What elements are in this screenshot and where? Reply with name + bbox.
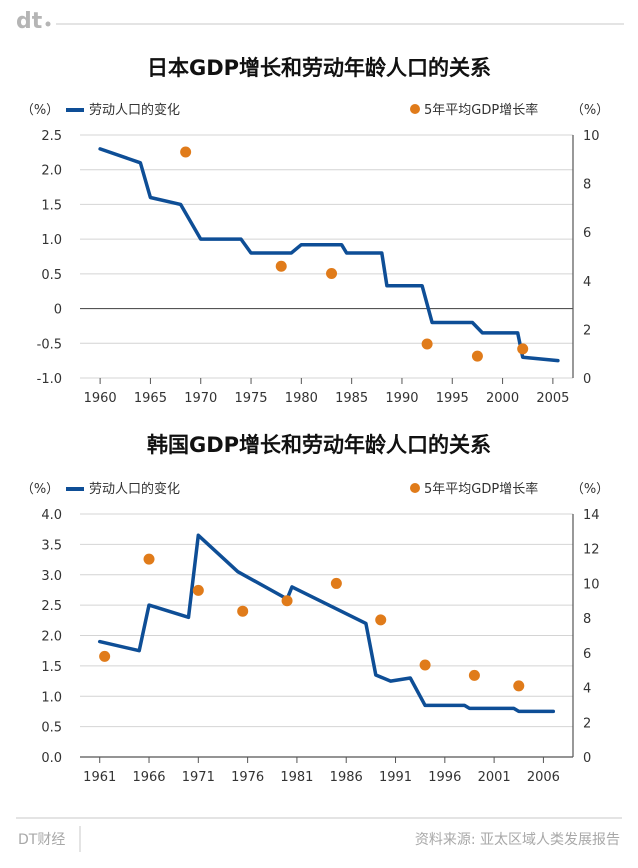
y-left-tick-label: -1.0 <box>37 372 62 387</box>
x-tick-label: 2000 <box>486 391 519 406</box>
y-right-tick-label: 6 <box>583 226 591 241</box>
x-tick-label: 2001 <box>478 770 511 785</box>
gdp-growth-point <box>326 268 338 280</box>
left-unit: （%） <box>21 482 59 497</box>
x-tick-label: 1975 <box>234 391 267 406</box>
logo: dt <box>16 9 43 34</box>
x-tick-label: 1981 <box>280 770 313 785</box>
x-tick-label: 1965 <box>134 391 167 406</box>
footer: DT财经 资料来源: 亚太区域人类发展报告 <box>16 817 622 852</box>
y-right-tick-label: 0 <box>583 372 591 387</box>
y-right-tick-label: 4 <box>583 682 591 697</box>
y-left-tick-label: 3.5 <box>41 538 62 553</box>
gdp-growth-point <box>421 338 433 350</box>
y-left-tick-label: 2.0 <box>41 630 62 645</box>
left-unit: （%） <box>21 103 59 118</box>
y-right-tick-label: 0 <box>583 751 591 766</box>
x-tick-label: 1980 <box>285 391 318 406</box>
y-right-tick-label: 4 <box>583 275 591 290</box>
y-right-tick-label: 8 <box>583 612 591 627</box>
gdp-growth-point <box>517 343 529 355</box>
y-right-tick-label: 14 <box>583 508 600 523</box>
y-left-tick-label: 1.5 <box>41 198 62 213</box>
legend-line-label: 劳动人口的变化 <box>89 481 180 497</box>
legend-dot-label: 5年平均GDP增长率 <box>424 481 538 497</box>
gdp-growth-point <box>275 260 287 272</box>
legend-dot-label: 5年平均GDP增长率 <box>424 102 538 118</box>
x-tick-label: 1996 <box>428 770 461 785</box>
y-left-tick-label: 0.5 <box>41 721 62 736</box>
y-right-tick-label: 12 <box>583 543 600 558</box>
y-right-tick-label: 6 <box>583 647 591 662</box>
x-tick-label: 1995 <box>436 391 469 406</box>
right-unit: （%） <box>571 103 609 118</box>
x-tick-label: 1991 <box>379 770 412 785</box>
x-tick-label: 2005 <box>536 391 569 406</box>
gdp-growth-point <box>330 577 342 589</box>
y-right-tick-label: 2 <box>583 716 591 731</box>
x-tick-label: 1970 <box>184 391 217 406</box>
right-unit: （%） <box>571 482 609 497</box>
y-left-tick-label: -0.5 <box>37 337 62 352</box>
y-left-tick-label: 1.0 <box>41 690 62 705</box>
gdp-growth-point <box>281 595 293 607</box>
y-left-tick-label: 0.0 <box>41 751 62 766</box>
gdp-growth-point <box>513 680 525 692</box>
x-tick-label: 1966 <box>132 770 165 785</box>
japan-chart: 日本GDP增长和劳动年龄人口的关系 （%） 劳动人口的变化 5年平均GDP增长率… <box>21 56 609 406</box>
legend-dot-swatch <box>410 104 420 114</box>
gdp-growth-point <box>192 584 204 596</box>
y-left-tick-label: 1.5 <box>41 660 62 675</box>
header: dt <box>16 9 624 34</box>
y-right-tick-label: 8 <box>583 178 591 193</box>
y-right-tick-label: 10 <box>583 577 600 592</box>
y-left-tick-label: 1.0 <box>41 233 62 248</box>
x-tick-label: 1990 <box>385 391 418 406</box>
x-tick-label: 1961 <box>83 770 116 785</box>
legend-dot-swatch <box>410 483 420 493</box>
gdp-growth-point <box>143 553 155 565</box>
gdp-growth-point <box>468 669 480 681</box>
y-left-tick-label: 2.0 <box>41 164 62 179</box>
labor-population-line <box>98 147 560 363</box>
gdp-growth-point <box>180 146 192 158</box>
y-left-tick-label: 2.5 <box>41 129 62 144</box>
x-tick-label: 1960 <box>84 391 117 406</box>
gdp-growth-point <box>99 650 111 662</box>
gdp-growth-point <box>471 350 483 362</box>
x-tick-label: 1971 <box>182 770 215 785</box>
labor-population-line <box>97 533 556 714</box>
logo-dot <box>45 21 51 27</box>
x-tick-label: 2006 <box>527 770 560 785</box>
y-left-tick-label: 0.5 <box>41 268 62 283</box>
gdp-growth-point <box>237 605 249 617</box>
korea-chart: 韩国GDP增长和劳动年龄人口的关系 （%） 劳动人口的变化 5年平均GDP增长率… <box>21 433 609 785</box>
x-tick-label: 1976 <box>231 770 264 785</box>
y-right-tick-label: 2 <box>583 323 591 338</box>
gdp-growth-point <box>375 614 387 626</box>
y-left-tick-label: 0 <box>54 303 62 318</box>
y-right-tick-label: 10 <box>583 129 600 144</box>
gdp-growth-point <box>419 659 431 671</box>
chart-title: 韩国GDP增长和劳动年龄人口的关系 <box>147 433 491 457</box>
y-left-tick-label: 4.0 <box>41 508 62 523</box>
y-left-tick-label: 3.0 <box>41 569 62 584</box>
y-left-tick-label: 2.5 <box>41 599 62 614</box>
x-tick-label: 1986 <box>330 770 363 785</box>
legend-line-label: 劳动人口的变化 <box>89 102 180 118</box>
footer-source: 资料来源: 亚太区域人类发展报告 <box>415 832 620 848</box>
x-tick-label: 1985 <box>335 391 368 406</box>
footer-brand: DT财经 <box>18 832 65 848</box>
chart-title: 日本GDP增长和劳动年龄人口的关系 <box>147 56 491 80</box>
